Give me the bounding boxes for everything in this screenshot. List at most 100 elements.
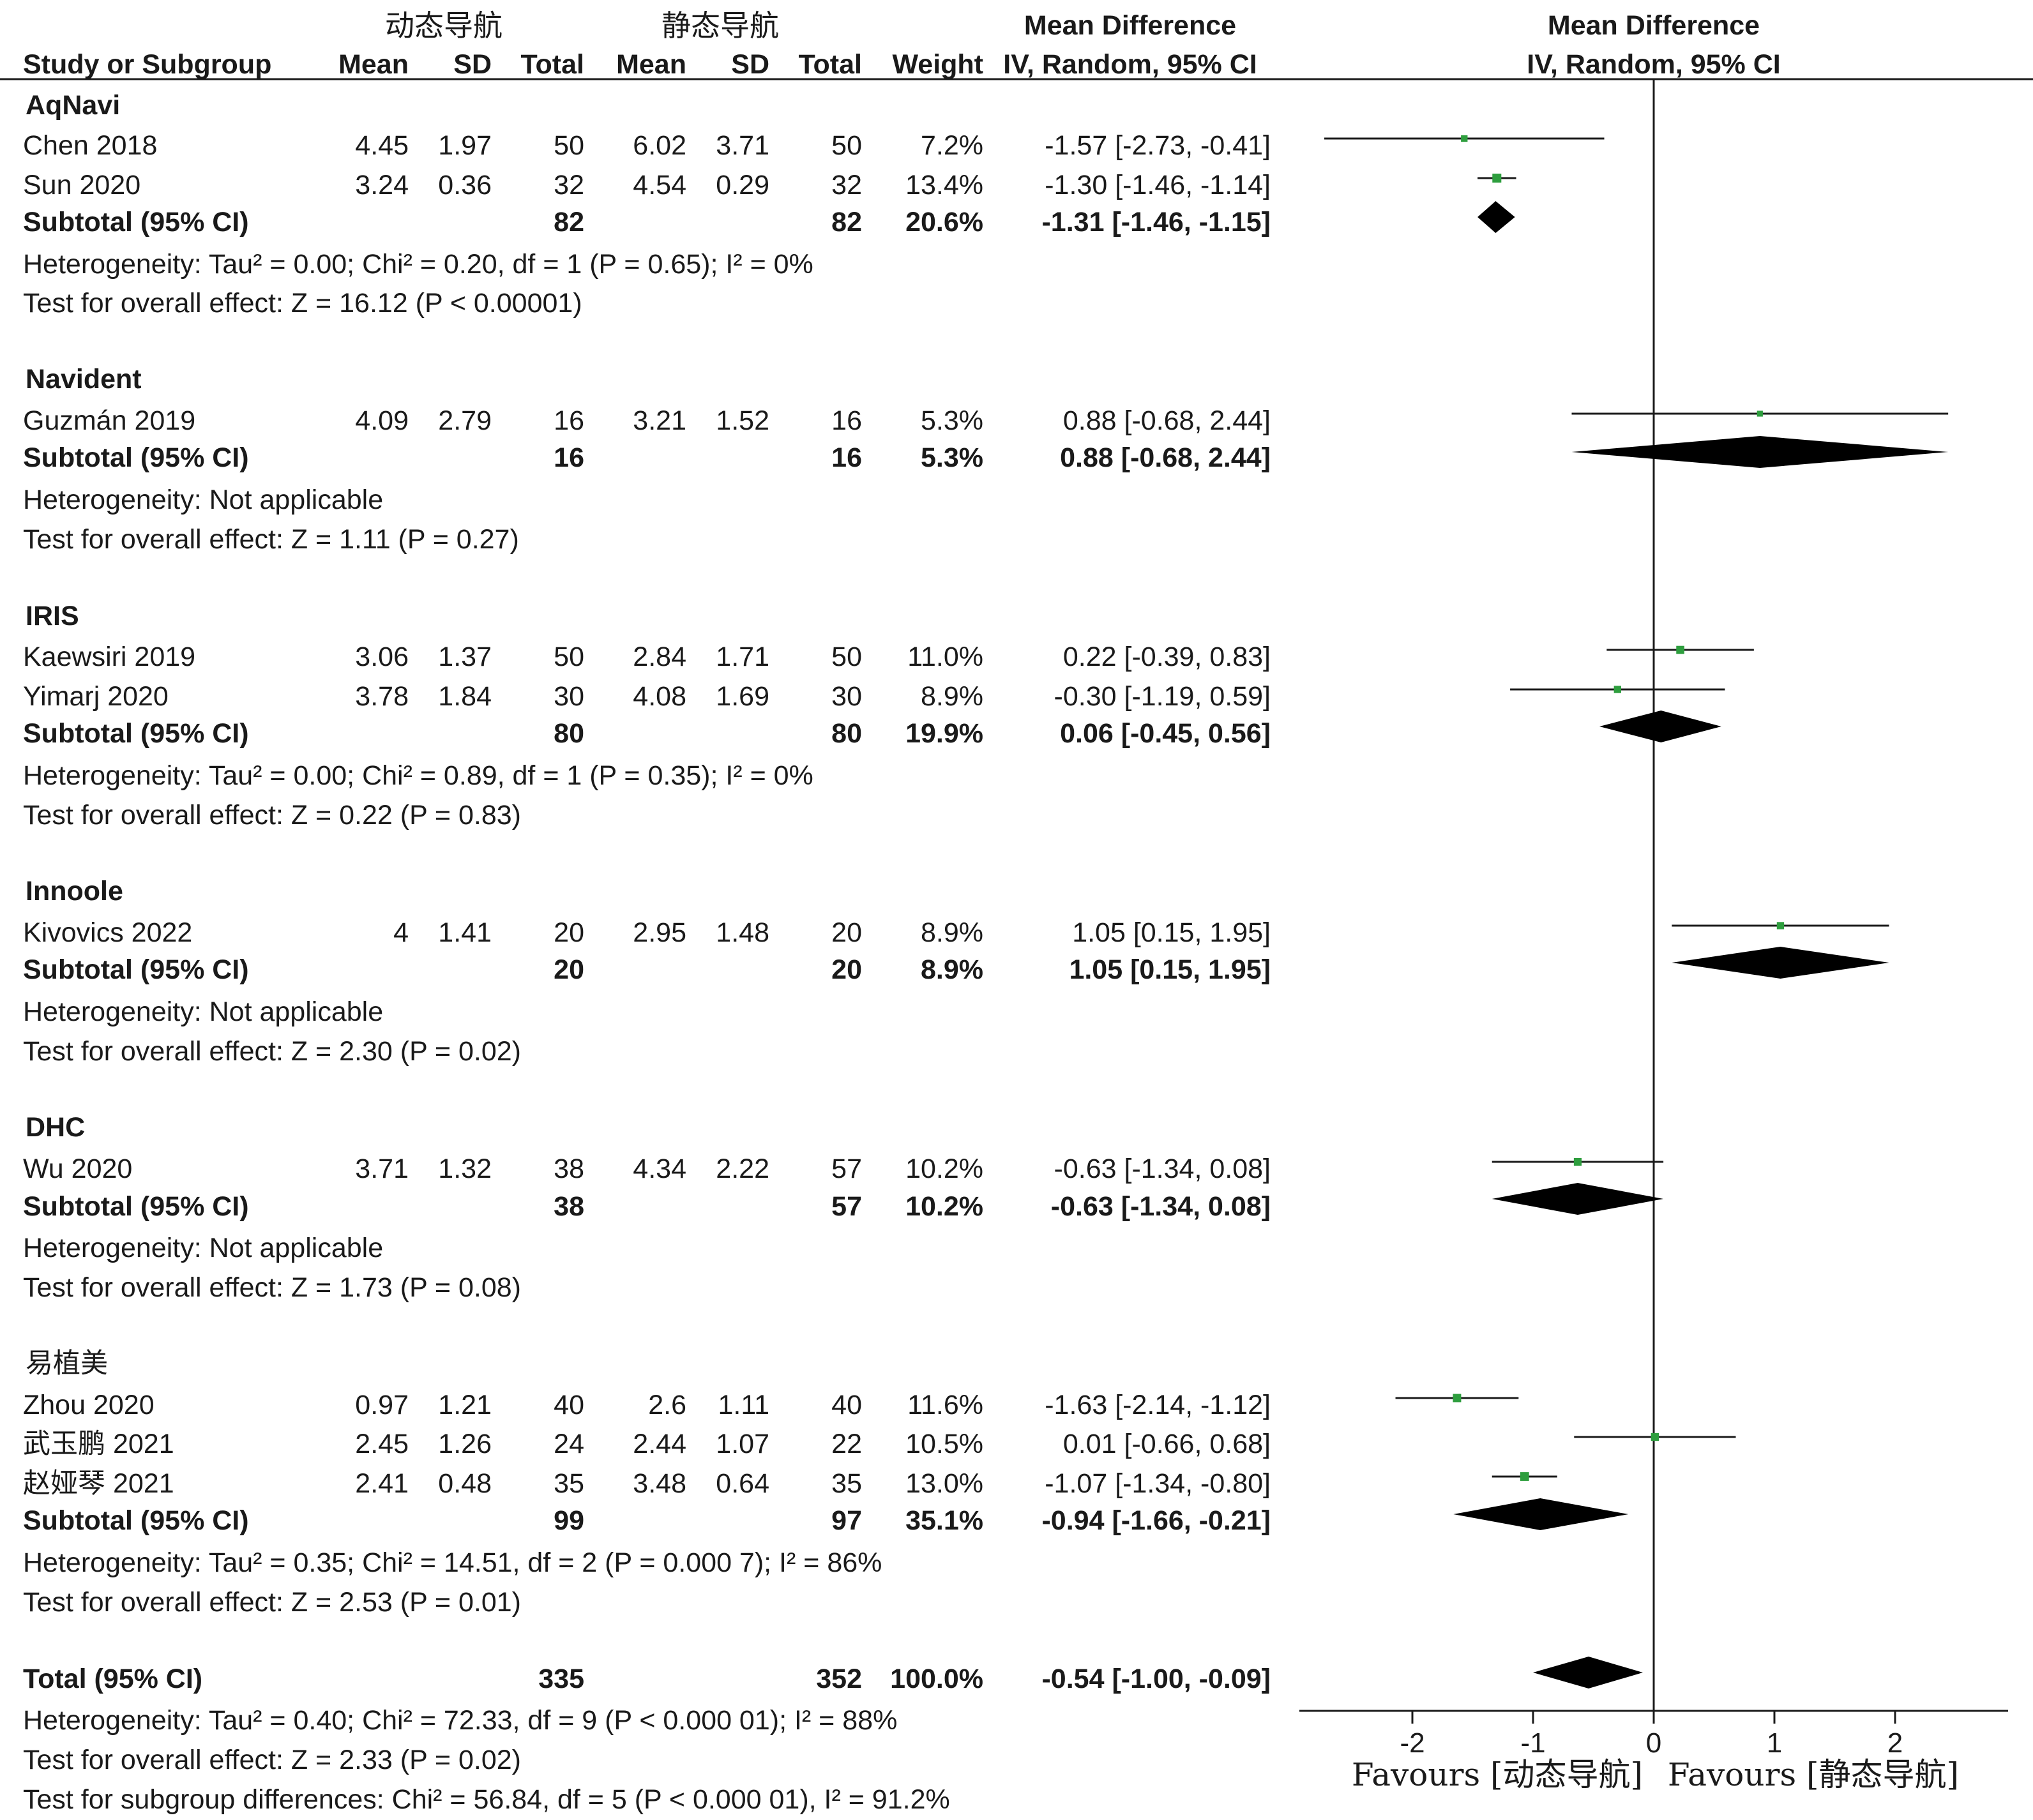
study-n2: 50: [831, 642, 862, 672]
subgroup-name: Navident: [26, 364, 142, 395]
study-point: [1520, 1472, 1529, 1481]
study-point: [1676, 645, 1684, 654]
subtotal-w: 19.9%: [905, 718, 983, 749]
study-m2: 6.02: [633, 130, 686, 161]
study-w: 13.4%: [905, 170, 983, 200]
study-sd2: 0.29: [716, 170, 769, 200]
study-n2: 35: [831, 1468, 862, 1499]
study-name: Sun 2020: [23, 170, 141, 200]
subgroup-name: AqNavi: [26, 90, 121, 121]
subtotal-label: Subtotal (95% CI): [23, 1505, 249, 1536]
study-sd1: 1.32: [438, 1154, 492, 1184]
study-m2: 2.95: [633, 917, 686, 948]
study-name: Wu 2020: [23, 1154, 133, 1184]
study-n2: 32: [831, 170, 862, 200]
heterogeneity-text: Heterogeneity: Not applicable: [23, 996, 384, 1027]
study-sd1: 0.36: [438, 170, 492, 200]
subtotal-label: Subtotal (95% CI): [23, 1191, 249, 1222]
study-sd1: 2.79: [438, 405, 492, 436]
study-ci: -1.30 [-1.46, -1.14]: [1045, 170, 1271, 200]
subtotal-w: 35.1%: [905, 1505, 983, 1536]
study-n1: 24: [554, 1429, 584, 1459]
study-m2: 3.48: [633, 1468, 686, 1499]
study-w: 11.0%: [907, 642, 983, 672]
study-sd2: 0.64: [716, 1468, 769, 1499]
study-n1: 38: [554, 1154, 584, 1184]
control-group-header: 静态导航: [661, 8, 779, 43]
subtotal-n1: 20: [554, 954, 584, 985]
favours-right-label: Favours [静态导航]: [1667, 1756, 1960, 1793]
subtotal-n2: 82: [831, 207, 862, 237]
study-w: 13.0%: [905, 1468, 983, 1499]
pooled-diamond: [1453, 1498, 1629, 1530]
study-sd1: 1.37: [438, 642, 492, 672]
subtotal-w: 20.6%: [905, 207, 983, 237]
study-m1: 3.78: [355, 681, 409, 712]
favours-left-label: Favours [动态导航]: [1351, 1756, 1644, 1793]
study-m2: 4.08: [633, 681, 686, 712]
pooled-diamond: [1492, 1183, 1664, 1215]
study-ci: 0.22 [-0.39, 0.83]: [1062, 642, 1271, 672]
study-n1: 50: [554, 130, 584, 161]
subtotal-ci: -1.31 [-1.46, -1.15]: [1041, 207, 1271, 237]
x-tick-label: 1: [1767, 1727, 1782, 1759]
study-point: [1453, 1394, 1462, 1403]
subgroup-name: 易植美: [26, 1348, 108, 1380]
study-n1: 16: [554, 405, 584, 436]
study-w: 8.9%: [920, 917, 983, 948]
subtotal-w: 5.3%: [920, 442, 983, 473]
subtotal-n2: 80: [831, 718, 862, 749]
subtotal-n2: 57: [831, 1191, 862, 1222]
study-n1: 30: [554, 681, 584, 712]
heterogeneity-text: Heterogeneity: Tau² = 0.35; Chi² = 14.51…: [23, 1547, 882, 1578]
heterogeneity-text: Heterogeneity: Not applicable: [23, 1233, 384, 1263]
plot-column-subtitle: IV, Random, 95% CI: [1527, 49, 1781, 80]
subtotal-w: 10.2%: [905, 1191, 983, 1222]
study-sd1: 1.97: [438, 130, 492, 161]
subtotal-ci: -0.94 [-1.66, -0.21]: [1041, 1505, 1271, 1536]
total-weight: 100.0%: [890, 1664, 983, 1694]
study-m1: 4.09: [355, 405, 409, 436]
pooled-diamond: [1672, 947, 1889, 979]
study-n2: 20: [831, 917, 862, 948]
study-point: [1776, 922, 1785, 929]
ctrl-mean-header: Mean: [616, 49, 686, 80]
study-ci: 1.05 [0.15, 1.95]: [1072, 917, 1271, 948]
study-ci: 0.88 [-0.68, 2.44]: [1062, 405, 1271, 436]
pooled-diamond: [1599, 711, 1721, 742]
study-sd1: 1.21: [438, 1390, 492, 1420]
study-sd2: 1.11: [718, 1390, 770, 1420]
study-n1: 32: [554, 170, 584, 200]
total-ci: -0.54 [-1.00, -0.09]: [1041, 1664, 1271, 1694]
subtotal-n2: 16: [831, 442, 862, 473]
heterogeneity-text: Heterogeneity: Not applicable: [23, 485, 384, 515]
study-m1: 0.97: [355, 1390, 409, 1420]
subtotal-label: Subtotal (95% CI): [23, 442, 249, 473]
subtotal-n1: 99: [554, 1505, 584, 1536]
subtotal-n1: 80: [554, 718, 584, 749]
total-n1: 335: [538, 1664, 584, 1694]
total-heterogeneity: Heterogeneity: Tau² = 0.40; Chi² = 72.33…: [23, 1705, 898, 1736]
study-sd2: 1.69: [716, 681, 769, 712]
subtotal-label: Subtotal (95% CI): [23, 718, 249, 749]
study-name: Kaewsiri 2019: [23, 642, 196, 672]
study-name: 武玉鹏 2021: [23, 1429, 174, 1459]
subtotal-n2: 97: [831, 1505, 862, 1536]
study-name: Chen 2018: [23, 130, 158, 161]
study-n2: 16: [831, 405, 862, 436]
study-m1: 3.24: [355, 170, 409, 200]
study-w: 11.6%: [907, 1390, 983, 1420]
study-sd1: 1.26: [438, 1429, 492, 1459]
study-m1: 3.71: [355, 1154, 409, 1184]
study-point: [1492, 173, 1502, 183]
study-name: Zhou 2020: [23, 1390, 155, 1420]
study-w: 8.9%: [920, 681, 983, 712]
overall-effect-text: Test for overall effect: Z = 2.53 (P = 0…: [23, 1587, 521, 1618]
study-n2: 50: [831, 130, 862, 161]
study-m2: 4.54: [633, 170, 686, 200]
study-sd2: 1.71: [716, 642, 769, 672]
subtotal-n1: 16: [554, 442, 584, 473]
study-point: [1651, 1433, 1659, 1441]
study-m1: 4.45: [355, 130, 409, 161]
